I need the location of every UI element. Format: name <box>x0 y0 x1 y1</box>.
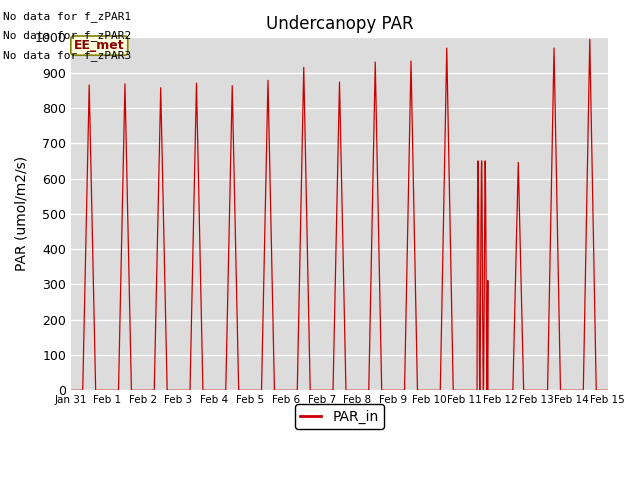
Text: No data for f_zPAR2: No data for f_zPAR2 <box>3 30 131 41</box>
Text: No data for f_zPAR1: No data for f_zPAR1 <box>3 11 131 22</box>
Text: EE_met: EE_met <box>74 39 125 52</box>
Title: Undercanopy PAR: Undercanopy PAR <box>266 15 413 33</box>
Text: No data for f_zPAR3: No data for f_zPAR3 <box>3 49 131 60</box>
Y-axis label: PAR (umol/m2/s): PAR (umol/m2/s) <box>15 156 29 271</box>
Legend: PAR_in: PAR_in <box>295 404 384 429</box>
